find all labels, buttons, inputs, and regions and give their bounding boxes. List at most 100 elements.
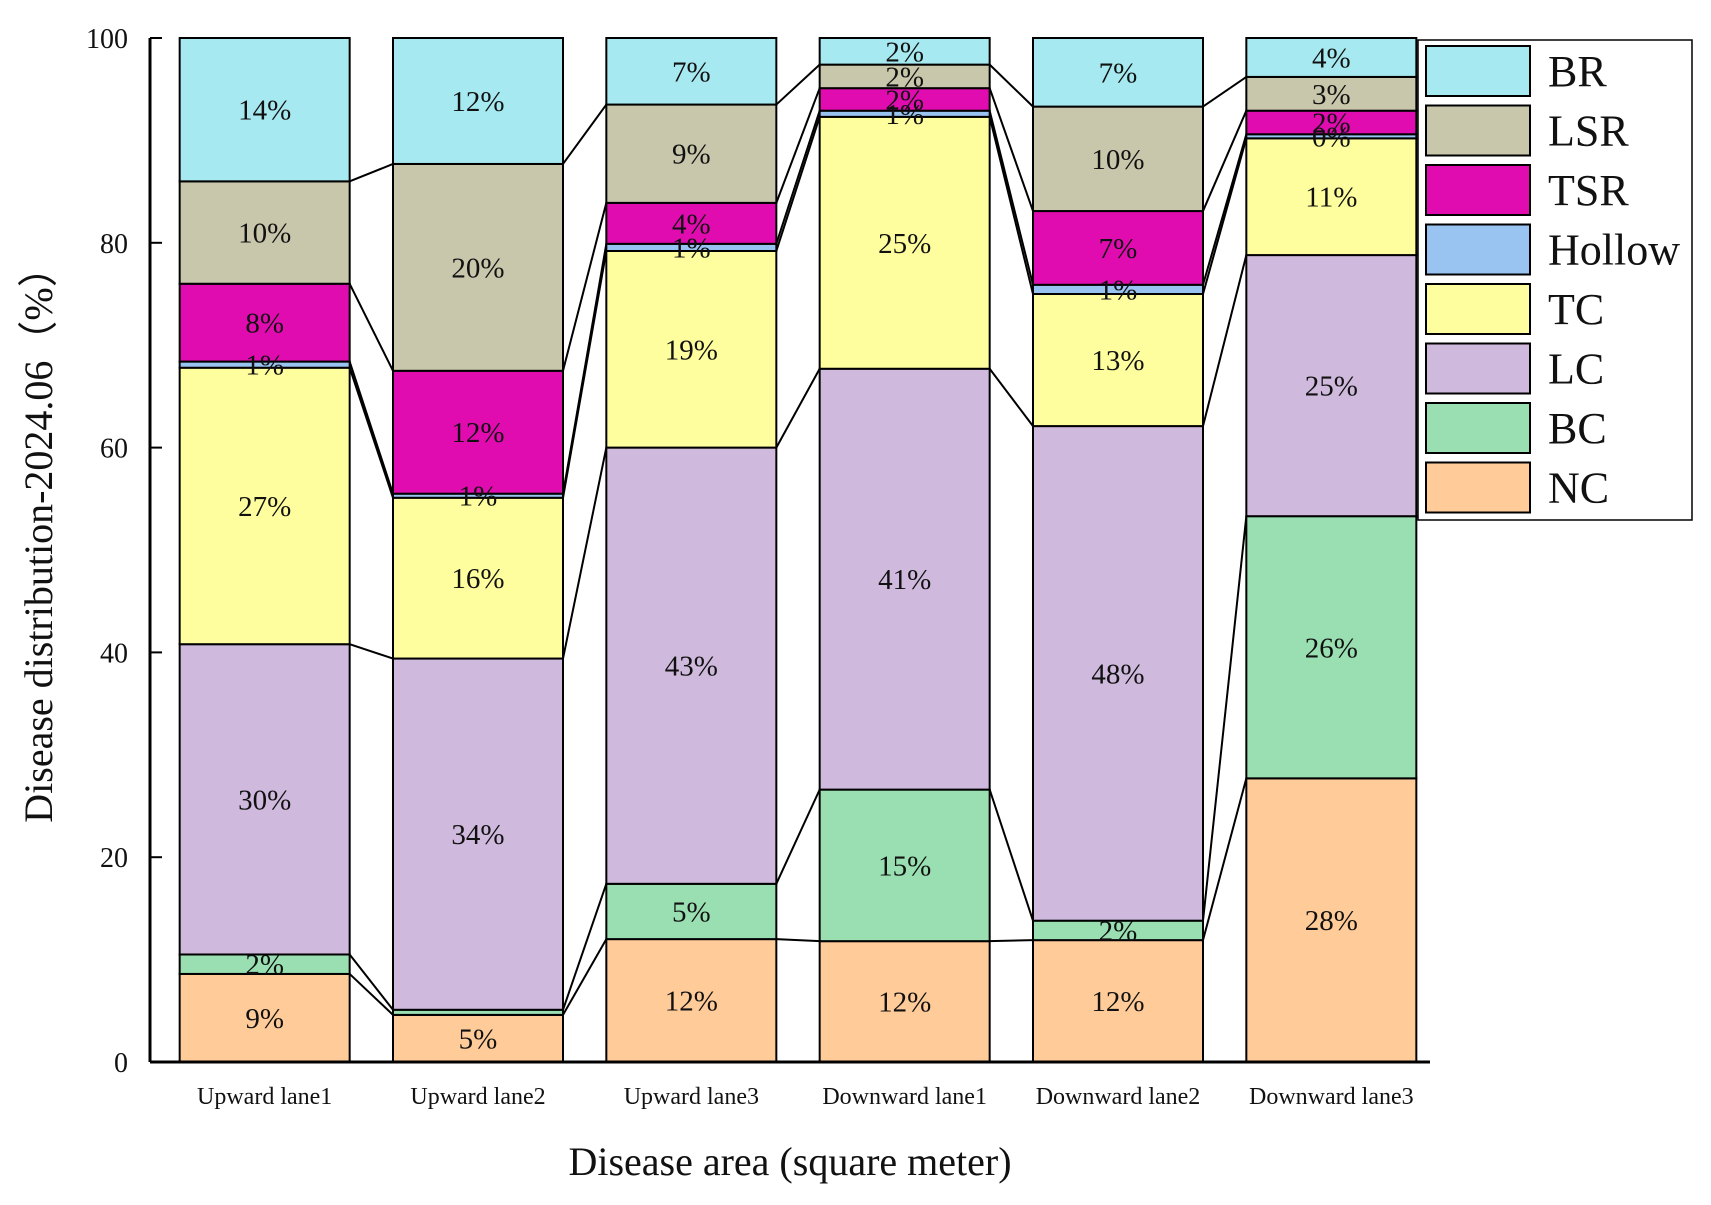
- bar-lc-2: [392, 657, 564, 1011]
- data-label-lc-6: 25%: [1305, 371, 1358, 403]
- legend: BR LSR TSR Hollow TC LC BC NC: [1417, 39, 1693, 521]
- bar-nc-6: [1245, 777, 1418, 1063]
- data-label-br-5: 7%: [1099, 57, 1138, 89]
- data-label-hollow-3: 1%: [672, 232, 711, 264]
- data-label-lsr-3: 9%: [672, 139, 711, 171]
- connector-line: [1202, 133, 1248, 286]
- connector-line: [562, 447, 608, 659]
- legend-label-bc: BC: [1548, 404, 1607, 453]
- bar-br-4: [818, 37, 991, 66]
- connector-line: [348, 361, 394, 494]
- data-label-tsr-6: 2%: [1312, 107, 1351, 139]
- bar-tc-5: [1032, 293, 1204, 428]
- data-label-nc-1: 9%: [245, 1003, 284, 1035]
- connector-line: [1202, 76, 1247, 108]
- bar-lc-3: [605, 446, 778, 885]
- y-tick-label: 60: [100, 434, 128, 465]
- data-label-bc-3: 5%: [672, 896, 711, 928]
- bar-br-1: [178, 37, 351, 183]
- legend-label-br: BR: [1548, 47, 1607, 96]
- connector-line: [775, 63, 821, 106]
- bar-tsr-3: [605, 201, 778, 245]
- bar-tc-3: [605, 249, 778, 449]
- y-axis-title: Disease distribution-2024.06（%）: [16, 247, 61, 823]
- bar-bc-6: [1245, 515, 1418, 780]
- data-label-nc-2: 5%: [459, 1023, 498, 1055]
- bar-tsr-2: [392, 369, 564, 495]
- connector-line: [1202, 138, 1248, 295]
- bar-tsr-1: [178, 282, 351, 363]
- data-label-hollow-1: 1%: [245, 350, 284, 382]
- x-category-label: Upward lane1: [197, 1084, 332, 1110]
- data-label-lsr-5: 10%: [1091, 144, 1144, 176]
- x-axis-title: Disease area (square meter): [568, 1139, 1011, 1184]
- bar-lsr-5: [1032, 105, 1204, 213]
- connector-line: [1202, 516, 1248, 921]
- data-label-bc-4: 15%: [878, 850, 931, 882]
- data-label-lsr-4: 2%: [885, 61, 924, 93]
- legend-swatch-tsr: [1425, 164, 1531, 216]
- data-label-nc-5: 12%: [1091, 986, 1144, 1018]
- connector-line: [1202, 254, 1248, 427]
- connector-line: [562, 243, 608, 494]
- data-label-tc-3: 19%: [665, 334, 718, 366]
- connector-line: [348, 283, 394, 372]
- connector-line: [989, 939, 1034, 943]
- connector-line: [562, 883, 608, 1011]
- data-label-br-4: 2%: [885, 36, 924, 68]
- data-label-hollow-5: 1%: [1099, 274, 1138, 306]
- data-label-hollow-2: 1%: [459, 481, 498, 513]
- x-category-label: Downward lane3: [1249, 1084, 1414, 1110]
- x-category-label: Upward lane3: [624, 1084, 759, 1110]
- bar-tc-6: [1245, 137, 1418, 257]
- data-label-br-2: 12%: [451, 86, 504, 118]
- legend-swatch-lc: [1425, 342, 1531, 395]
- y-tick-label: 0: [114, 1048, 128, 1079]
- bar-bc-3: [605, 882, 778, 941]
- data-label-bc-5: 2%: [1099, 915, 1138, 947]
- bar-lc-5: [1032, 425, 1204, 922]
- y-tick-label: 80: [100, 229, 128, 260]
- data-label-tc-4: 25%: [878, 228, 931, 260]
- bar-br-5: [1032, 37, 1204, 108]
- bar-nc-2: [392, 1013, 564, 1063]
- connector-line: [988, 110, 1034, 286]
- data-label-lc-1: 30%: [238, 784, 291, 816]
- connector-line: [775, 87, 821, 204]
- connector-line: [988, 116, 1034, 295]
- legend-label-nc: NC: [1548, 464, 1609, 513]
- y-ticks-group: 0 20 40 60 80 100: [86, 24, 162, 1079]
- bar-lsr-6: [1245, 75, 1418, 112]
- connector-line: [988, 63, 1034, 108]
- legend-swatch-br: [1425, 45, 1531, 97]
- connector-line: [562, 103, 608, 165]
- connector-line: [562, 938, 608, 1016]
- segment-labels-group: 9% 5% 12% 12% 12% 28% 2% 5% 15% 2% 26% 30% 34% 43% 41%…: [238, 36, 1358, 1055]
- data-label-hollow-4: 1%: [885, 99, 924, 131]
- bar-lc-6: [1245, 254, 1418, 518]
- data-label-bc-1: 2%: [245, 949, 284, 981]
- connector-line: [348, 367, 394, 499]
- data-label-tsr-3: 4%: [672, 208, 711, 240]
- bar-lsr-2: [392, 162, 564, 372]
- y-tick-label: 100: [86, 24, 128, 55]
- data-label-tc-6: 11%: [1305, 182, 1357, 214]
- connector-line: [775, 116, 821, 252]
- data-label-lsr-2: 20%: [451, 252, 504, 284]
- data-label-tsr-2: 12%: [451, 417, 504, 449]
- bar-lc-1: [178, 643, 351, 956]
- data-label-bc-6: 26%: [1305, 632, 1358, 664]
- connector-line: [988, 789, 1034, 922]
- data-label-nc-3: 12%: [665, 986, 718, 1018]
- data-label-tc-5: 13%: [1091, 345, 1144, 377]
- connector-line: [776, 938, 820, 943]
- legend-swatch-hollow: [1425, 223, 1531, 276]
- legend-swatch-bc: [1425, 402, 1531, 454]
- connector-line: [775, 789, 821, 885]
- data-label-tc-2: 16%: [451, 563, 504, 595]
- bar-lc-4: [818, 367, 991, 791]
- x-category-label: Downward lane2: [1036, 1084, 1201, 1110]
- bar-nc-4: [818, 940, 991, 1064]
